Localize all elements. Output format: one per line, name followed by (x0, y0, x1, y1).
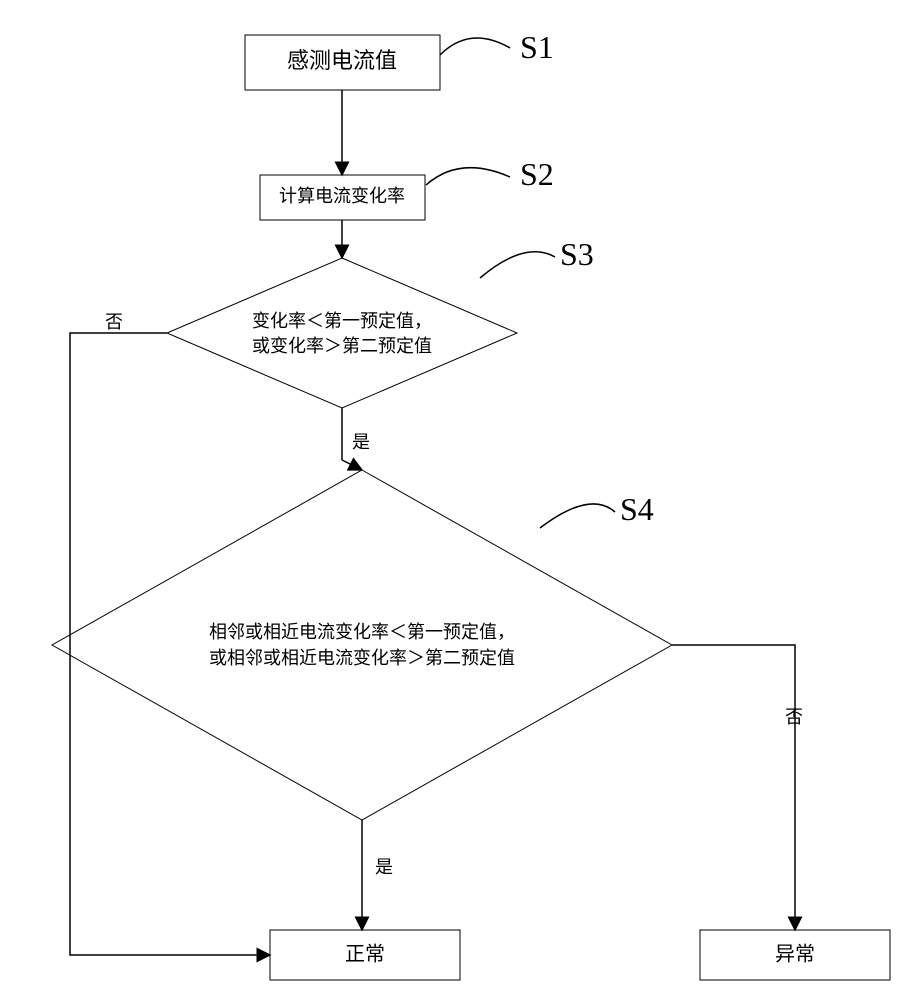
edge-s3-s4-b (342, 460, 362, 470)
callout-s3 (480, 252, 555, 278)
node-s1-text: 感测电流值 (287, 48, 397, 73)
node-normal-text: 正常 (345, 943, 385, 966)
label-s3: S3 (560, 236, 594, 272)
edge-s3-s4-label: 是 (352, 432, 370, 452)
callout-s4 (540, 504, 615, 528)
edge-s4-abnormal-label: 否 (785, 707, 803, 727)
label-s1: S1 (520, 29, 554, 65)
edge-s4-normal-label: 是 (375, 857, 393, 877)
node-s2-text: 计算电流变化率 (279, 186, 405, 206)
node-s3 (167, 258, 517, 408)
node-s4-line2: 或相邻或相近电流变化率＞第二预定值 (209, 648, 515, 668)
node-s4 (52, 470, 672, 820)
edge-s4-abnormal (672, 645, 795, 930)
node-s4-line1: 相邻或相近电流变化率＜第一预定值， (209, 622, 515, 642)
node-abnormal-text: 异常 (775, 943, 815, 966)
label-s4: S4 (620, 491, 654, 527)
callout-s1 (440, 38, 510, 55)
flowchart-svg: 感测电流值 计算电流变化率 变化率＜第一预定值， 或变化率＞第二预定值 相邻或相… (0, 0, 921, 1000)
node-s3-line1: 变化率＜第一预定值， (252, 311, 432, 331)
label-s2: S2 (520, 156, 554, 192)
flowchart-container: { "flowchart": { "type": "flowchart", "b… (0, 0, 921, 1000)
node-s3-line2: 或变化率＞第二预定值 (252, 336, 432, 356)
callout-s2 (426, 168, 510, 185)
edge-s3-normal-label: 否 (105, 312, 123, 332)
